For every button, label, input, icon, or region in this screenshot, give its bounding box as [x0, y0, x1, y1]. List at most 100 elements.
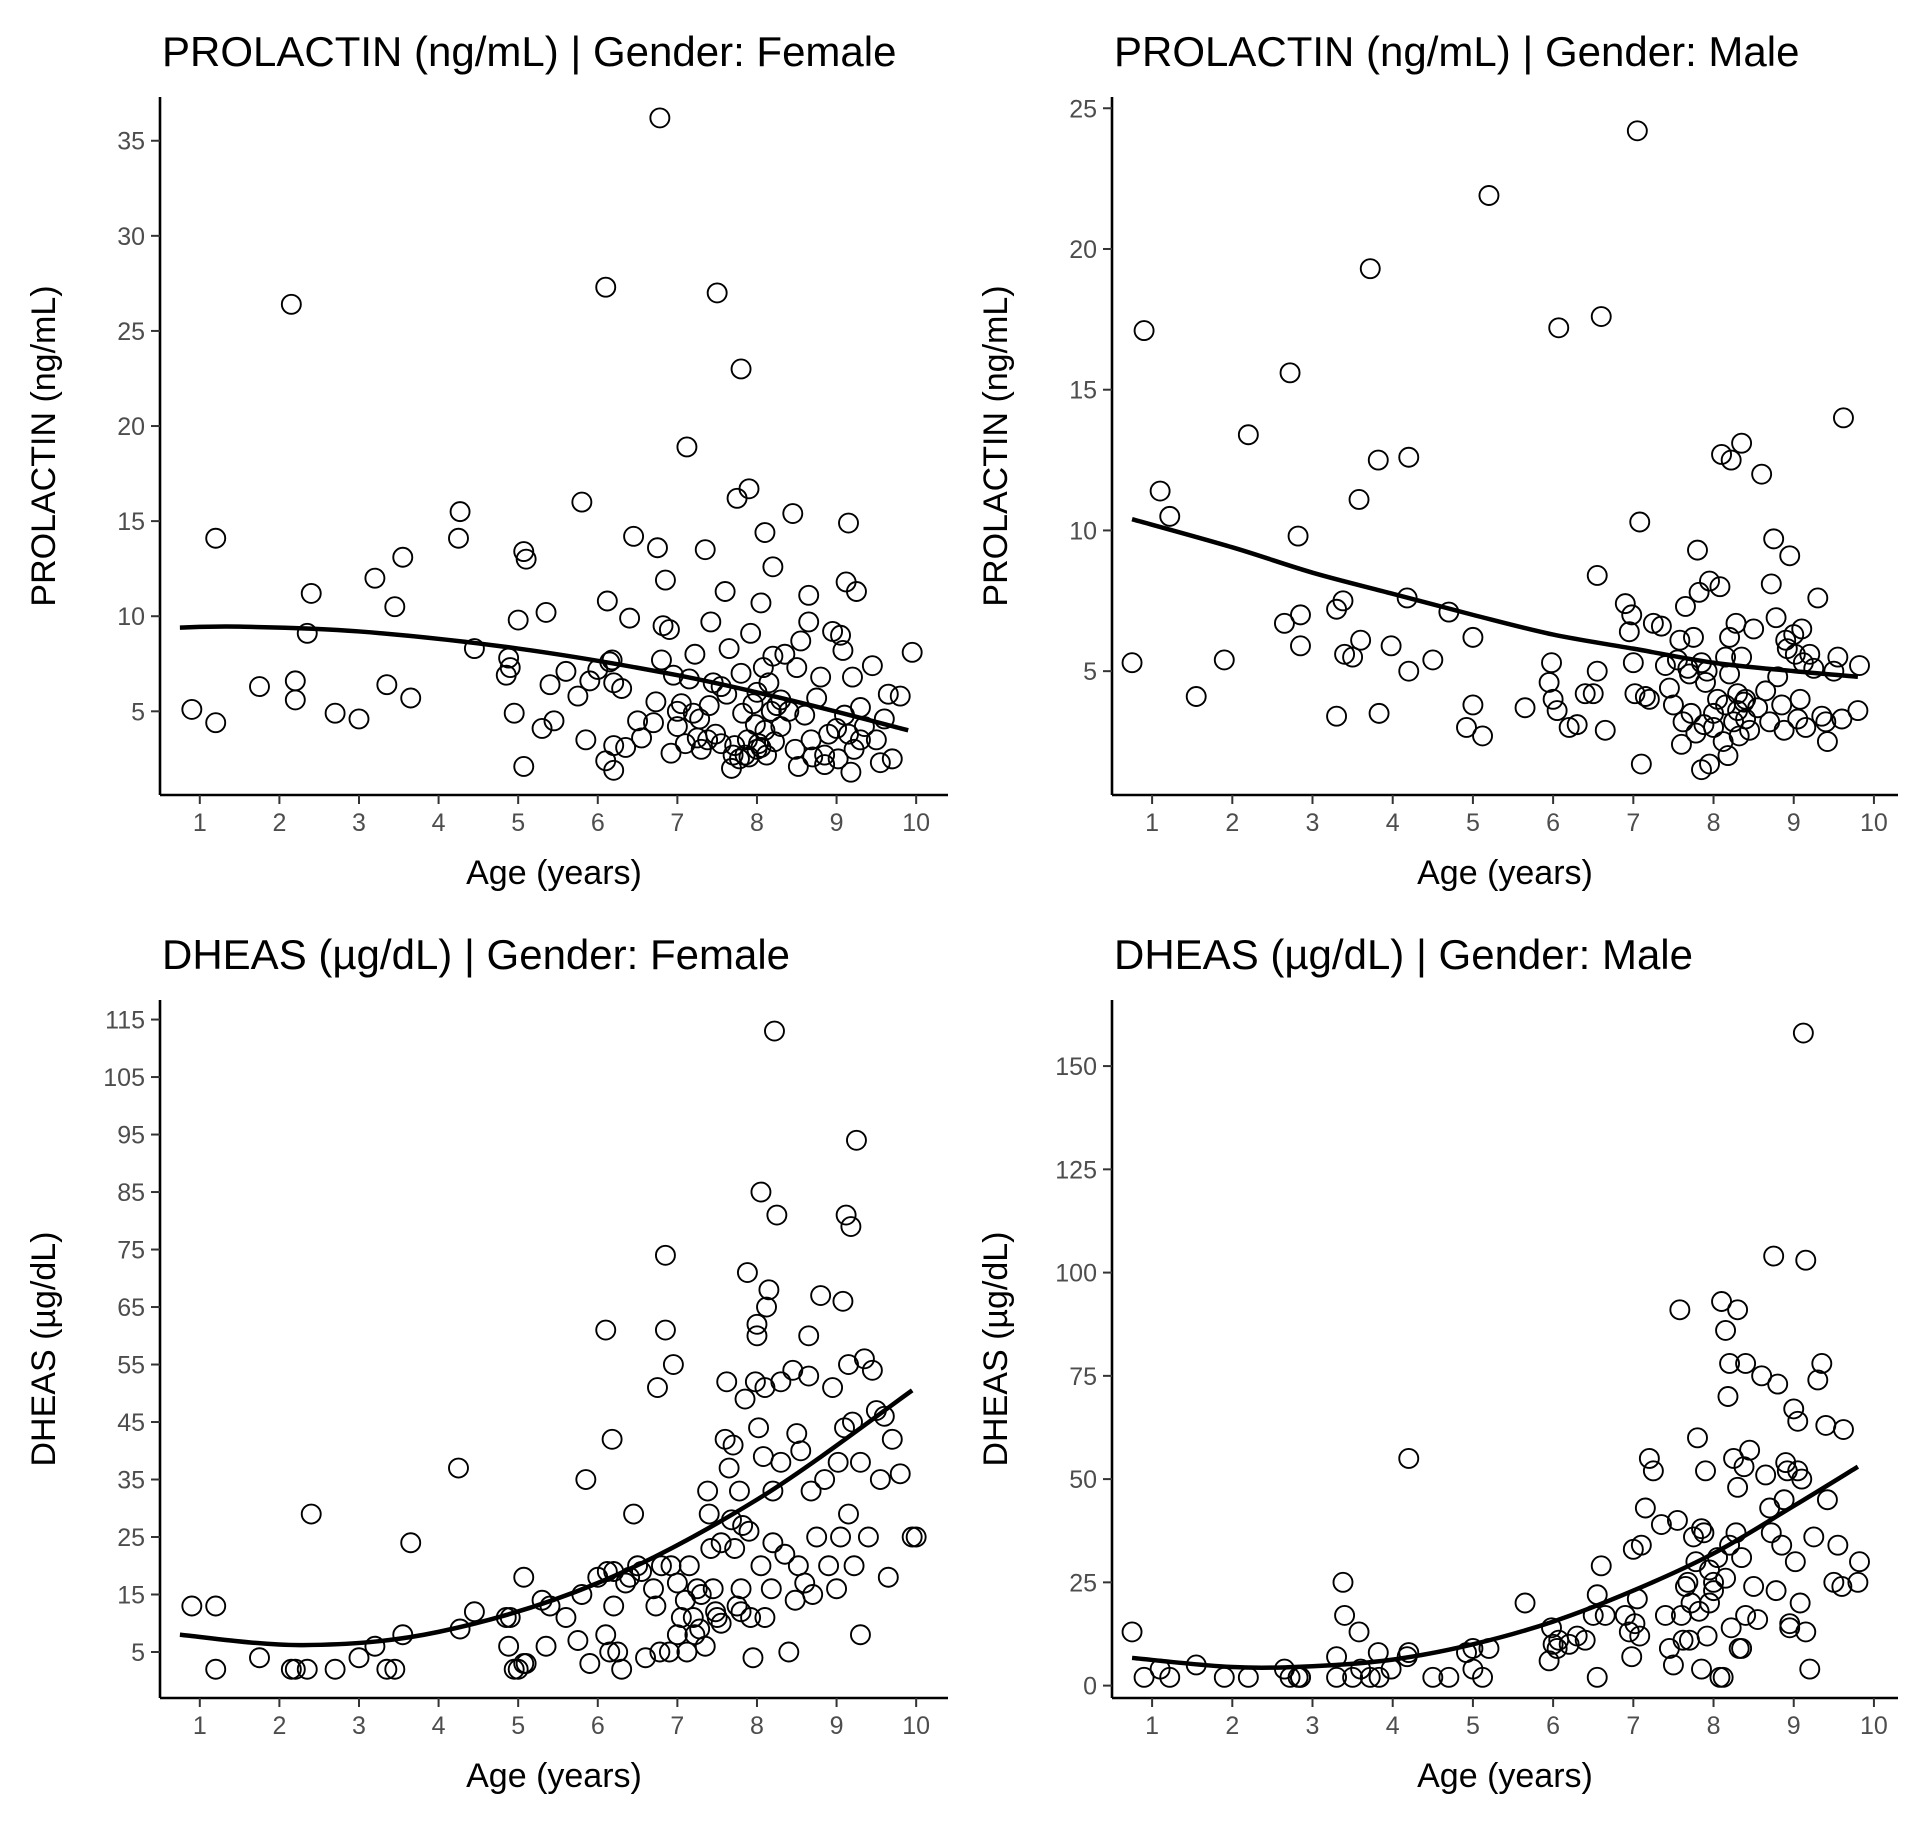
data-point	[814, 754, 836, 776]
data-point	[756, 1296, 777, 1318]
data-point	[384, 596, 406, 618]
x-tick-label: 9	[830, 809, 844, 837]
y-tick-label: 50	[1069, 1466, 1097, 1494]
data-point	[1149, 480, 1171, 502]
x-tick-label: 1	[193, 1712, 207, 1740]
data-point	[706, 1607, 728, 1628]
data-point	[623, 525, 645, 547]
data-point	[1546, 700, 1568, 722]
data-point	[448, 527, 469, 549]
data-point	[736, 1262, 758, 1283]
data-point	[1680, 702, 1702, 724]
x-axis-title: Age (years)	[466, 1757, 642, 1795]
data-point	[1359, 258, 1381, 280]
data-point	[515, 1653, 537, 1674]
y-tick-label: 25	[1069, 95, 1097, 123]
data-point	[463, 638, 485, 660]
data-point	[615, 737, 637, 758]
data-point	[1751, 1365, 1773, 1387]
data-point	[324, 702, 346, 724]
data-point	[1795, 717, 1817, 738]
data-point	[652, 615, 674, 637]
data-point	[1380, 635, 1402, 657]
data-point	[595, 1624, 617, 1646]
x-tick-label: 2	[1225, 809, 1239, 837]
data-point	[1771, 1534, 1793, 1556]
data-point	[205, 527, 227, 549]
x-tick-label: 10	[1860, 1712, 1888, 1740]
data-point	[1594, 719, 1616, 741]
data-point	[1133, 1666, 1155, 1688]
data-point	[1159, 1666, 1181, 1688]
data-point	[498, 1635, 520, 1657]
data-point	[730, 1578, 752, 1600]
data-point	[1849, 1551, 1870, 1573]
data-point	[724, 1538, 746, 1559]
x-tick-label: 6	[591, 1712, 605, 1740]
data-point	[571, 491, 593, 513]
data-point	[798, 611, 820, 633]
data-point	[832, 1290, 854, 1312]
data-point	[698, 695, 720, 717]
data-point	[1279, 362, 1301, 384]
data-point	[1586, 660, 1608, 682]
data-point	[802, 746, 824, 768]
y-tick-label: 25	[117, 318, 145, 346]
y-tick-label: 100	[1055, 1260, 1097, 1288]
data-point	[1767, 666, 1789, 688]
y-tick-label: 85	[117, 1179, 145, 1207]
data-point	[1348, 1621, 1370, 1643]
data-point	[1462, 694, 1484, 716]
data-point	[1342, 1666, 1364, 1688]
data-point	[649, 107, 671, 129]
data-point	[654, 569, 676, 591]
data-point	[666, 1624, 688, 1646]
data-point	[838, 1503, 859, 1525]
data-point	[1654, 1604, 1676, 1626]
data-point	[1712, 1666, 1734, 1688]
data-point	[449, 501, 471, 523]
data-point	[1795, 1621, 1817, 1643]
data-point	[1121, 652, 1143, 674]
x-tick-label: 4	[432, 809, 446, 837]
data-point	[800, 729, 822, 751]
y-tick-label: 25	[117, 1524, 145, 1552]
chart-panel-2: PROLACTIN (ng/mL) | Gender: Male 1 2 3 4 5 6 7 8…	[977, 28, 1898, 892]
data-point	[1719, 1534, 1741, 1556]
data-point	[1727, 1476, 1749, 1498]
y-tick-label: 10	[1069, 517, 1097, 545]
data-point	[660, 742, 682, 764]
data-point	[1831, 1576, 1853, 1597]
data-point	[1703, 1580, 1724, 1602]
data-point	[1159, 505, 1181, 527]
data-point	[1514, 1592, 1536, 1614]
data-point	[790, 1440, 812, 1462]
data-point	[1672, 1629, 1694, 1651]
y-tick-label: 105	[103, 1064, 145, 1092]
panel-title: PROLACTIN (ng/mL) | Gender: Male	[1114, 28, 1799, 75]
data-point	[762, 645, 784, 667]
data-point	[1683, 626, 1704, 648]
data-point	[619, 607, 641, 629]
data-point	[1717, 1386, 1739, 1407]
data-point	[1514, 697, 1536, 719]
data-point	[740, 622, 762, 644]
data-point	[249, 1647, 270, 1669]
y-tick-label: 20	[1069, 236, 1097, 264]
data-point	[384, 1658, 406, 1680]
data-point	[1715, 646, 1737, 668]
x-axis-title: Age (years)	[1417, 854, 1593, 892]
data-point	[649, 1641, 671, 1663]
data-point	[774, 643, 796, 665]
data-point	[1638, 688, 1660, 710]
data-point	[658, 1641, 680, 1663]
data-point	[846, 1129, 867, 1151]
y-tick-label: 25	[1069, 1569, 1097, 1597]
data-point	[1723, 711, 1745, 733]
data-point	[734, 1388, 756, 1410]
data-point	[1456, 717, 1477, 738]
data-point	[718, 638, 740, 660]
data-point	[181, 698, 203, 720]
